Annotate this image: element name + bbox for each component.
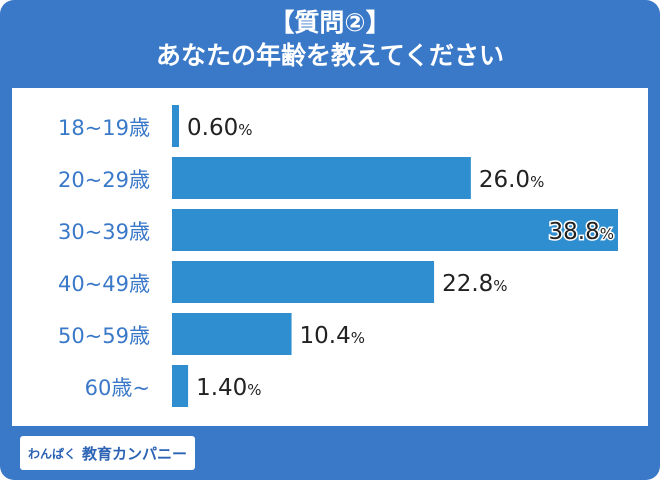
value-label: 1.40%: [196, 375, 261, 401]
brand-logo: わんぱく 教育カンパニー: [20, 436, 196, 470]
category-label: 18~19歳: [58, 116, 150, 140]
bar: [172, 261, 435, 303]
title-line-2: あなたの年齢を教えてください: [155, 41, 504, 70]
category-label: 40~49歳: [58, 272, 150, 296]
value-label: 22.8%: [442, 271, 507, 297]
value-label: 10.4%: [300, 323, 365, 349]
brand-main-text: 教育カンパニー: [82, 444, 188, 463]
brand-small-text: わんぱく: [28, 446, 77, 461]
title-line-1: 【質問②】: [269, 8, 391, 37]
value-label: 0.60%: [187, 115, 252, 141]
category-label: 60歳~: [85, 376, 150, 400]
bar: [172, 105, 179, 147]
bar: [172, 157, 471, 199]
value-label: 26.0%: [479, 167, 544, 193]
bar: [172, 313, 292, 355]
category-label: 50~59歳: [58, 324, 150, 348]
value-label: 38.8%: [549, 219, 614, 245]
category-label: 30~39歳: [58, 220, 150, 244]
category-label: 20~29歳: [58, 168, 150, 192]
bar: [172, 209, 618, 251]
chart-title: 【質問②】 あなたの年齢を教えてください: [0, 6, 660, 72]
chart-panel: 18~19歳 0.60% 20~29歳 26.0% 30~39歳 38.8% 40~49歳 2…: [12, 88, 648, 426]
bar-chart: 18~19歳 0.60% 20~29歳 26.0% 30~39歳 38.8% 40~49歳 2…: [58, 105, 618, 407]
bar: [172, 365, 189, 407]
